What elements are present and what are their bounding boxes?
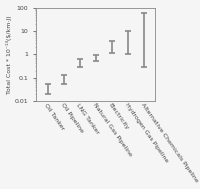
Y-axis label: Total Cost * 10⁻¹³($/km·J): Total Cost * 10⁻¹³($/km·J) bbox=[6, 15, 11, 94]
